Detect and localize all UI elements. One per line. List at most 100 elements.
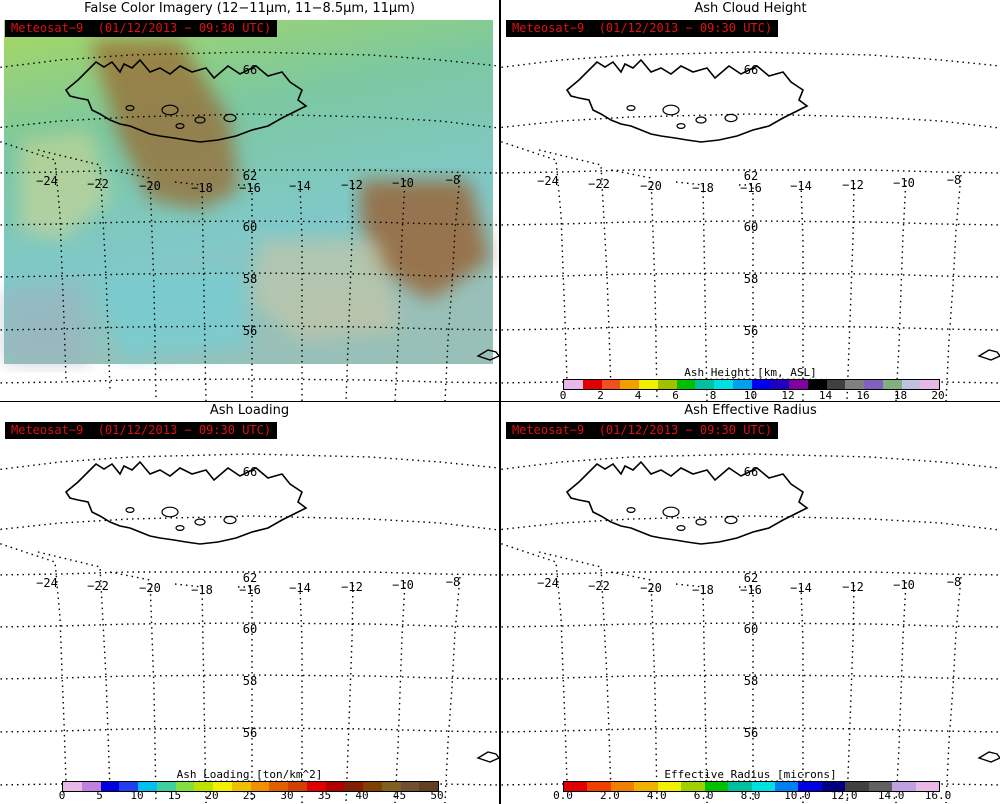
graticule-line <box>800 184 804 401</box>
colorbar-swatch <box>587 782 611 791</box>
panel-ash-loading: Ash Loading −24 −22 −20 −18 −16 −14 −12 −10 −8 66… <box>0 402 499 803</box>
colorbar-swatch <box>344 782 363 791</box>
longitude-label: −18 <box>692 181 714 195</box>
colorbar-swatch <box>732 380 752 389</box>
latitude-label: 56 <box>744 324 758 338</box>
longitude-label: −16 <box>740 583 762 597</box>
graticule-line <box>739 586 754 803</box>
colorbar <box>563 379 940 390</box>
colorbar-swatch <box>231 782 251 791</box>
graticule-line <box>501 51 1000 69</box>
longitude-label: −24 <box>36 576 58 590</box>
colorbar-swatch <box>100 782 120 791</box>
latitude-label: 56 <box>243 726 257 740</box>
colorbar-tick-label: 0 <box>58 789 66 802</box>
longitude-label: −8 <box>446 575 460 589</box>
latitude-label: 60 <box>243 220 257 234</box>
colorbar-tick-label: 14.0 <box>877 789 905 802</box>
colorbar-tick-label: 0.0 <box>553 789 573 802</box>
longitude-label: −10 <box>893 176 915 190</box>
graticule-line <box>800 586 804 803</box>
colorbar-tick-label: 8 <box>709 389 717 401</box>
glacier-outline <box>161 104 179 116</box>
map-ash-loading[interactable]: −24 −22 −20 −18 −16 −14 −12 −10 −8 66 62 60 58 56 <box>0 402 499 803</box>
colorbar-swatch <box>798 782 822 791</box>
longitude-label: −20 <box>139 179 161 193</box>
glacier-outline <box>175 122 185 129</box>
colorbar-swatch <box>901 380 921 389</box>
colorbar-swatch <box>363 782 382 791</box>
colorbar-swatch <box>194 782 213 791</box>
latitude-label: 58 <box>744 272 758 286</box>
colorbar-swatch <box>882 380 902 389</box>
colorbar-swatch <box>119 782 138 791</box>
colorbar-swatch <box>81 782 101 791</box>
graticule <box>501 51 1000 401</box>
colorbar-swatch <box>845 782 869 791</box>
colorbar-swatch <box>789 380 808 389</box>
colorbar-swatch <box>325 782 345 791</box>
graticule-line <box>0 51 499 69</box>
graticule-line <box>394 179 406 401</box>
colorbar-tick-label: 10 <box>130 789 144 802</box>
faroe-coastline <box>476 751 499 763</box>
graticule-line <box>501 515 1000 531</box>
colorbar-swatch <box>250 782 270 791</box>
longitude-label: −18 <box>692 583 714 597</box>
latitude-label: 62 <box>744 169 758 183</box>
graticule-line <box>501 453 1000 471</box>
colorbar <box>62 781 439 792</box>
longitude-label: −14 <box>289 581 311 595</box>
horizontal-divider <box>0 400 1000 402</box>
colorbar-label: Effective Radius [microns] <box>664 768 837 781</box>
graticule-line <box>299 184 303 401</box>
colorbar-tick-label: 12 <box>781 389 795 401</box>
glacier-outline <box>125 506 135 513</box>
iceland-coastline <box>565 460 809 545</box>
graticule-line <box>0 515 499 531</box>
colorbar-tick-label: 16.0 <box>924 789 952 802</box>
panel-title: Ash Cloud Height <box>694 1 807 16</box>
map-ash-radius[interactable]: −24 −22 −20 −18 −16 −14 −12 −10 −8 66 62 60 58 56 <box>501 402 1000 804</box>
graticule-line <box>610 169 658 401</box>
graticule <box>501 453 1000 804</box>
longitude-label: −8 <box>446 173 460 187</box>
longitude-label: −12 <box>341 178 363 192</box>
colorbar-swatch <box>728 782 752 791</box>
longitude-label: −12 <box>842 580 864 594</box>
colorbar-swatch <box>845 380 864 389</box>
glacier-outline <box>194 518 206 526</box>
graticule-line <box>846 584 855 804</box>
latitude-label: 66 <box>744 63 758 77</box>
longitude-label: −8 <box>947 575 961 589</box>
graticule-line <box>675 181 708 401</box>
map-false-color[interactable]: −24 −22 −20 −18 −16 −14 −12 −10 −8 66 62 60 58 56 <box>0 0 499 401</box>
colorbar-swatch <box>381 782 401 791</box>
longitude-label: −14 <box>790 581 812 595</box>
colorbar-tick-label: 6.0 <box>693 789 714 802</box>
panel-title: Ash Effective Radius <box>684 403 817 418</box>
colorbar-swatch <box>400 782 420 791</box>
longitude-label: −20 <box>640 179 662 193</box>
colorbar <box>563 781 940 792</box>
colorbar-tick-label: 2.0 <box>599 789 620 802</box>
graticule-line <box>345 182 354 401</box>
latitude-label: 58 <box>243 272 257 286</box>
colorbar-tick-label: 4 <box>634 389 642 401</box>
colorbar-swatch <box>695 380 714 389</box>
latitude-label: 56 <box>744 726 758 740</box>
glacier-outline <box>662 104 680 116</box>
colorbar-tick-label: 10 <box>743 389 758 401</box>
colorbar-tick-label: 45 <box>392 789 407 802</box>
glacier-outline <box>194 116 206 124</box>
colorbar-swatch <box>213 782 232 791</box>
colorbar-swatch <box>868 782 893 791</box>
colorbar-tick-label: 14 <box>818 389 833 401</box>
colorbar-swatch <box>639 380 658 389</box>
graticule <box>0 51 499 401</box>
colorbar-tick-label: 20 <box>205 789 219 802</box>
glacier-outline <box>695 518 707 526</box>
colorbar-swatch <box>821 782 846 791</box>
colorbar-tick-label: 30 <box>280 789 294 802</box>
